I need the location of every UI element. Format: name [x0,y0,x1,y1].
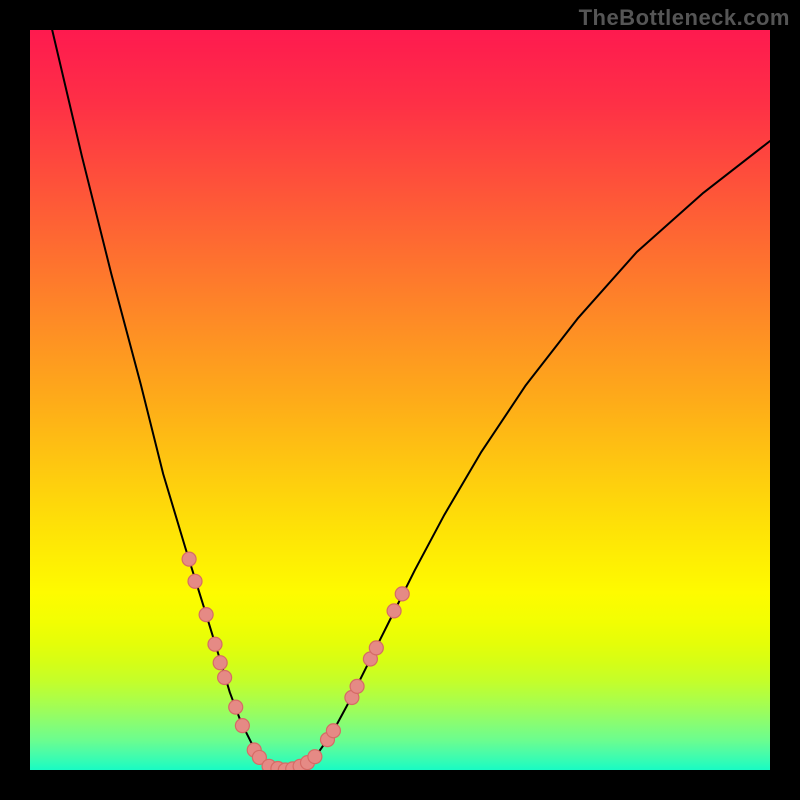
data-marker [235,719,249,733]
data-marker [326,724,340,738]
data-marker [369,641,383,655]
data-marker [208,637,222,651]
data-marker [229,700,243,714]
data-marker [199,608,213,622]
chart-svg [30,30,770,770]
plot-area [30,30,770,770]
watermark-text: TheBottleneck.com [579,5,790,31]
data-marker [188,574,202,588]
data-marker [387,604,401,618]
data-marker [395,587,409,601]
data-marker [213,656,227,670]
data-marker [350,679,364,693]
gradient-background [30,30,770,770]
data-marker [308,750,322,764]
data-marker [182,552,196,566]
data-marker [218,671,232,685]
